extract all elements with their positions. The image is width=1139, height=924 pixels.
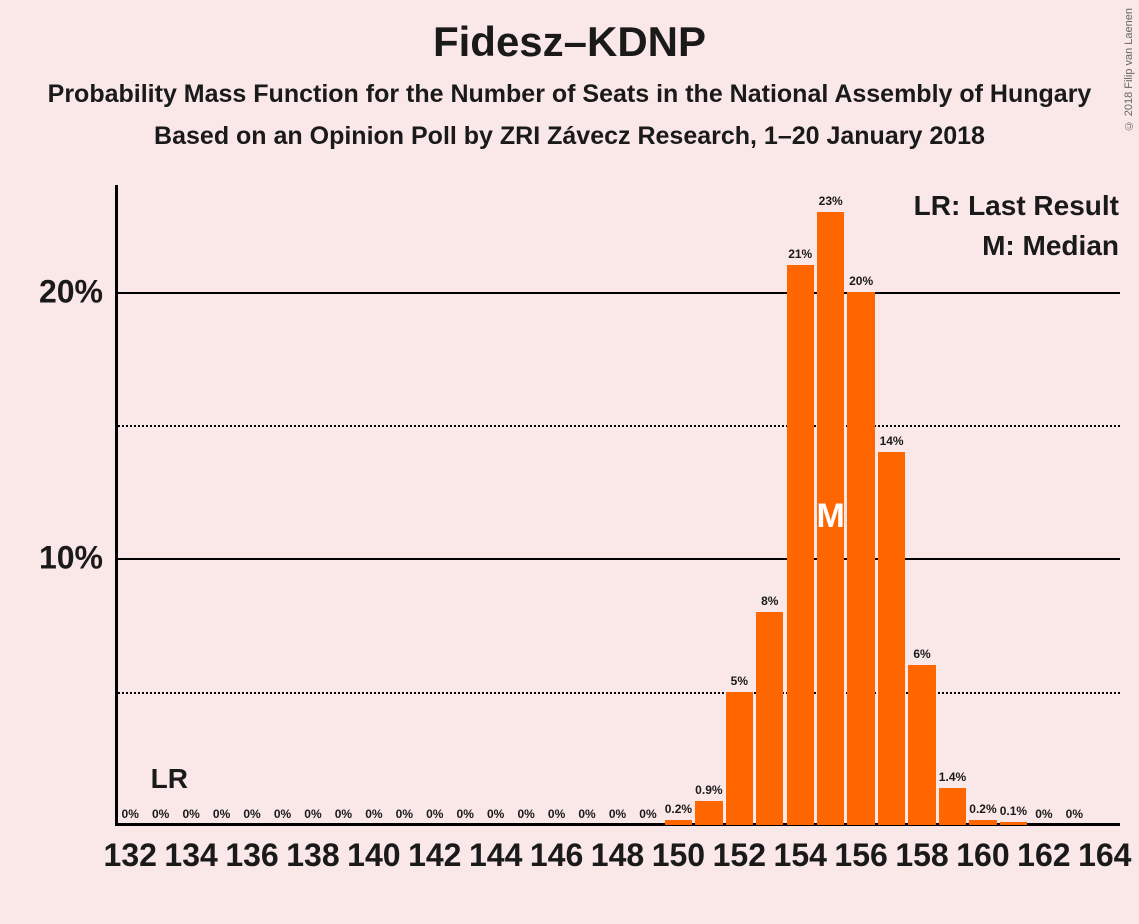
legend-lr: LR: Last Result (914, 190, 1119, 222)
legend-m: M: Median (914, 230, 1119, 262)
bar-value-label: 0% (182, 807, 199, 821)
gridline-minor (115, 692, 1120, 694)
bar-value-label: 20% (849, 274, 873, 288)
bar-value-label: 0% (426, 807, 443, 821)
bar-value-label: 14% (880, 434, 904, 448)
y-tick-label: 10% (39, 540, 103, 577)
bar-value-label: 0% (609, 807, 626, 821)
y-axis-line (115, 185, 118, 825)
bar-value-label: 0% (1066, 807, 1083, 821)
copyright-text: © 2018 Filip van Laenen (1123, 8, 1135, 131)
bar: 14% (878, 452, 905, 825)
bar-value-label: 0% (1035, 807, 1052, 821)
x-tick-label: 154 (774, 837, 827, 874)
x-tick-label: 142 (408, 837, 461, 874)
bar-value-label: 0% (274, 807, 291, 821)
bar: 6% (908, 665, 935, 825)
x-tick-label: 158 (895, 837, 948, 874)
bar-value-label: 0% (457, 807, 474, 821)
x-tick-label: 144 (469, 837, 522, 874)
y-tick-label: 20% (39, 273, 103, 310)
bar-value-label: 0% (487, 807, 504, 821)
x-tick-label: 146 (530, 837, 583, 874)
x-tick-label: 132 (104, 837, 157, 874)
bar: 20% (847, 292, 874, 825)
bar: 0.2% (665, 820, 692, 825)
gridline-major (115, 558, 1120, 560)
bar-value-label: 0.9% (695, 783, 722, 797)
legend: LR: Last Result M: Median (914, 190, 1119, 262)
bar-value-label: 5% (731, 674, 748, 688)
bar-value-label: 0% (122, 807, 139, 821)
bar: 0.1% (1000, 822, 1027, 825)
bar-value-label: 0.2% (665, 802, 692, 816)
bar-value-label: 0% (578, 807, 595, 821)
bar-value-label: 0% (517, 807, 534, 821)
bar-value-label: 0% (396, 807, 413, 821)
gridline-minor (115, 425, 1120, 427)
gridline-major (115, 292, 1120, 294)
x-tick-label: 160 (956, 837, 1009, 874)
x-tick-label: 162 (1017, 837, 1070, 874)
bar-value-label: 0% (365, 807, 382, 821)
bar-value-label: 0.1% (1000, 804, 1027, 818)
bar-value-label: 0% (243, 807, 260, 821)
chart-title: Fidesz–KDNP (0, 18, 1139, 66)
bar-value-label: 0% (639, 807, 656, 821)
chart-subtitle-1: Probability Mass Function for the Number… (0, 80, 1139, 109)
bar-value-label: 0% (152, 807, 169, 821)
bar-value-label: 0% (335, 807, 352, 821)
x-tick-label: 134 (164, 837, 217, 874)
x-tick-label: 152 (713, 837, 766, 874)
bar-value-label: 8% (761, 594, 778, 608)
x-tick-label: 156 (834, 837, 887, 874)
x-tick-label: 136 (225, 837, 278, 874)
median-marker: M (817, 497, 845, 536)
x-tick-label: 140 (347, 837, 400, 874)
x-tick-label: 138 (286, 837, 339, 874)
bar: 0.9% (695, 801, 722, 825)
bar-value-label: 6% (913, 647, 930, 661)
chart-subtitle-2: Based on an Opinion Poll by ZRI Závecz R… (0, 122, 1139, 151)
bar: 21% (787, 265, 814, 825)
bar: 8% (756, 612, 783, 825)
x-tick-label: 164 (1078, 837, 1131, 874)
chart-container: Fidesz–KDNP Probability Mass Function fo… (0, 0, 1139, 924)
lr-marker: LR (151, 763, 188, 795)
bar-value-label: 21% (788, 247, 812, 261)
x-tick-label: 150 (652, 837, 705, 874)
bar-value-label: 0% (213, 807, 230, 821)
bar: 1.4% (939, 788, 966, 825)
bar-value-label: 0% (548, 807, 565, 821)
x-tick-label: 148 (591, 837, 644, 874)
bar-value-label: 0% (304, 807, 321, 821)
plot-area: 10%20%1321341361381401421441461481501521… (115, 185, 1120, 825)
bar: 5% (726, 692, 753, 825)
bar-value-label: 23% (819, 194, 843, 208)
bar-value-label: 0.2% (969, 802, 996, 816)
bar-value-label: 1.4% (939, 770, 966, 784)
bar: 0.2% (969, 820, 996, 825)
